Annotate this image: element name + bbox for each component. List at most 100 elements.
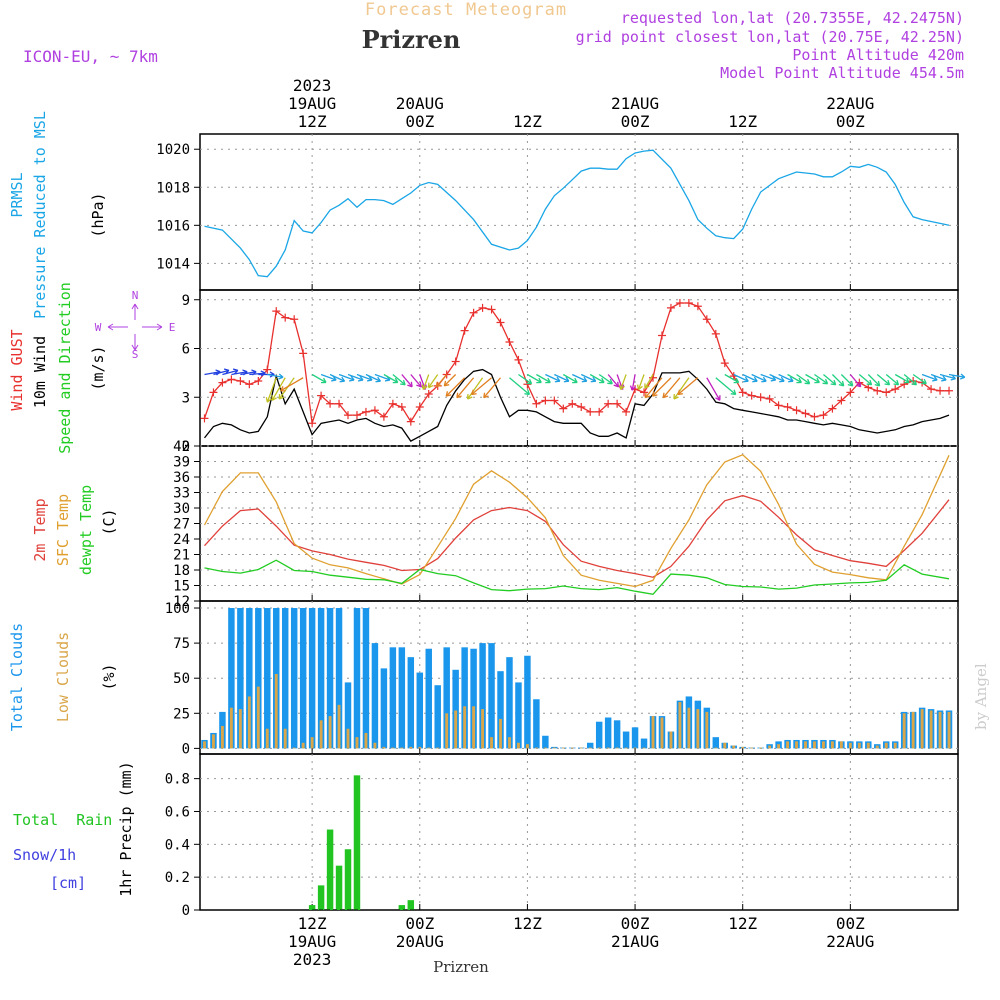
y-tick-label: 1014 (156, 256, 190, 272)
time-label-bottom: 19AUG (288, 932, 336, 951)
bar-total-clouds (344, 682, 352, 749)
panel-cloud: 0 25 50 75 100 (165, 600, 959, 757)
wind-arrowhead (526, 378, 533, 385)
bar-low-clouds (795, 741, 798, 749)
wind-arrowhead (874, 380, 881, 387)
gust-marker (684, 299, 693, 307)
wind-arrowhead (636, 384, 643, 391)
wind-arrowhead (673, 394, 679, 400)
wind-arrow (571, 373, 588, 382)
bar-low-clouds (660, 717, 664, 749)
wind-arrow (392, 374, 406, 386)
bar-total-clouds (515, 682, 522, 749)
wind-arrow (948, 373, 965, 378)
bar-total-rain (407, 900, 415, 910)
wind-arrow (598, 373, 613, 385)
gust-marker (281, 313, 290, 322)
ylabel-2m-temp: 2m Temp (31, 498, 49, 561)
series-line-wind-gust (203, 302, 949, 424)
wind-arrow (213, 369, 230, 376)
bar-low-clouds (238, 709, 242, 749)
ylabel-dewpt-temp: dewpt Temp (77, 485, 95, 575)
wind-arrow (222, 369, 239, 376)
gust-marker (514, 355, 523, 364)
bar-low-clouds (714, 747, 718, 749)
ylabel-pressure-msl: Pressure Reduced to MSL (31, 111, 49, 319)
y-tick-label: 18 (173, 563, 190, 579)
wind-arrowhead (554, 376, 561, 383)
bar-low-clouds (929, 710, 933, 749)
wind-arrow (545, 373, 561, 382)
wind-arrowhead (796, 377, 802, 384)
wind-arrowhead (445, 391, 452, 397)
gust-marker (586, 407, 595, 416)
bar-total-clouds (290, 608, 298, 749)
gust-marker (891, 385, 900, 394)
wind-arrow (912, 373, 927, 385)
wind-arrowhead (644, 383, 650, 389)
gust-marker (352, 411, 361, 420)
wind-arrow (467, 377, 484, 400)
bar-low-clouds (319, 720, 323, 749)
gust-marker (846, 388, 855, 397)
gust-marker (640, 388, 649, 397)
wind-arrow (240, 371, 257, 376)
bar-low-clouds (355, 737, 359, 749)
model-point-altitude: Model Point Altitude 454.5m (720, 64, 964, 82)
y-tick-label: 42 (173, 439, 190, 455)
panel-frame (199, 289, 959, 447)
gust-marker (675, 299, 684, 307)
gust-marker (361, 407, 370, 416)
bar-low-clouds (938, 711, 942, 749)
gust-marker (541, 396, 550, 405)
wind-arrow (589, 373, 605, 384)
bar-total-clouds (281, 608, 289, 749)
wind-arrow (921, 373, 938, 381)
y-tick-label: 50 (173, 671, 190, 687)
bar-low-clouds (750, 747, 754, 749)
wind-arrow (422, 374, 430, 390)
bar-low-clouds (543, 747, 547, 749)
wind-arrow (580, 373, 597, 382)
bar-low-clouds (822, 741, 825, 749)
y-tick-label: 6 (182, 342, 190, 358)
bar-low-clouds (624, 747, 628, 749)
ylabel-total-clouds: Total Clouds (8, 623, 26, 731)
wind-arrowhead (904, 377, 910, 384)
wind-arrow (280, 377, 304, 392)
bar-total-clouds (524, 655, 531, 749)
series-line-prmsl (204, 149, 950, 278)
bar-low-clouds (400, 747, 404, 749)
y-tick-label: 1018 (156, 180, 190, 196)
bar-total-clouds (317, 608, 325, 749)
bar-low-clouds (220, 725, 224, 749)
chart-header: Forecast Meteogram Prizren ICON-EU, ~ 7k… (23, 0, 990, 976)
gust-marker (406, 417, 415, 426)
wind-arrowhead (921, 378, 927, 385)
gust-marker (604, 399, 613, 408)
bar-low-clouds (839, 741, 843, 749)
bar-total-clouds (425, 648, 432, 749)
time-label-top: 00Z (405, 112, 434, 131)
wind-arrowhead (662, 392, 669, 399)
wind-arrow (805, 373, 820, 384)
gust-marker (200, 414, 209, 423)
point-altitude: Point Altitude 420m (792, 46, 964, 64)
bar-total-clouds (335, 608, 343, 749)
wind-arrow (644, 374, 654, 389)
time-label-top: 20AUG (396, 94, 444, 113)
bar-low-clouds (678, 702, 682, 749)
bar-low-clouds (391, 747, 395, 749)
location-title: Prizren (362, 25, 461, 54)
bar-low-clouds (274, 673, 278, 749)
bar-low-clouds (642, 747, 646, 749)
bar-low-clouds (283, 728, 287, 749)
bar-low-clouds (830, 741, 834, 749)
wind-arrow (435, 374, 448, 388)
bar-low-clouds (902, 713, 906, 749)
wind-arrow (867, 374, 881, 387)
wind-arrow (536, 373, 551, 384)
wind-arrow (778, 373, 794, 382)
gust-marker (263, 365, 272, 374)
